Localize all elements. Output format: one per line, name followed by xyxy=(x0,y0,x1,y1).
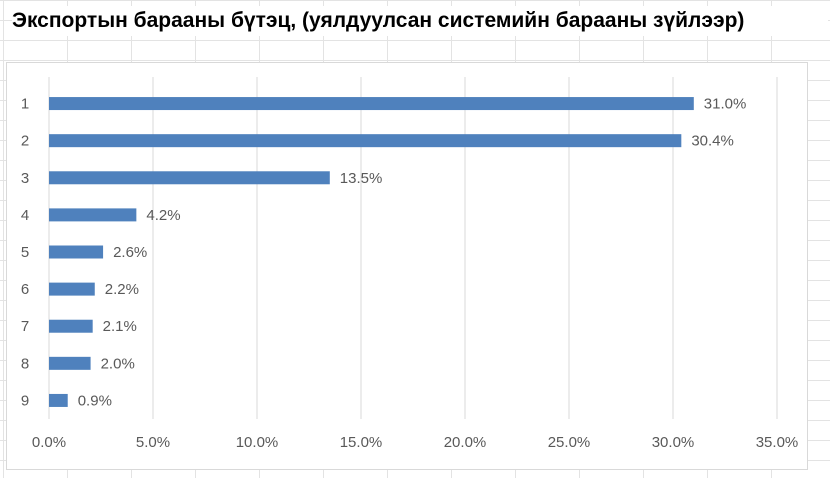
data-label: 31.0% xyxy=(704,96,747,113)
bar xyxy=(49,319,93,333)
x-tick-label: 30.0% xyxy=(652,434,695,451)
bar xyxy=(49,393,68,407)
x-tick-label: 10.0% xyxy=(236,434,279,451)
category-label: 7 xyxy=(21,318,29,335)
category-label: 5 xyxy=(21,244,29,261)
x-tick-label: 35.0% xyxy=(756,434,799,451)
chart-area[interactable]: 0.0% 5.0% 10.0% 15.0% 20.0% 25.0% 30.0% 35.0% 1 3… xyxy=(6,62,808,470)
x-tick-label: 5.0% xyxy=(136,434,170,451)
bars xyxy=(49,97,694,407)
bar xyxy=(49,245,104,259)
data-label: 2.6% xyxy=(113,244,147,261)
bar xyxy=(49,134,682,148)
data-label: 30.4% xyxy=(691,133,734,150)
x-tick-label: 15.0% xyxy=(340,434,383,451)
category-label: 1 xyxy=(21,96,29,113)
x-tick-label: 0.0% xyxy=(32,434,66,451)
chart-title: Экспортын барааны бүтэц, (уялдуулсан сис… xyxy=(12,6,828,36)
gridlines xyxy=(48,77,778,419)
x-tick-label: 25.0% xyxy=(548,434,591,451)
x-tick-label: 20.0% xyxy=(444,434,487,451)
labels: 0.0% 5.0% 10.0% 15.0% 20.0% 25.0% 30.0% 35.0%1 3… xyxy=(21,96,798,451)
category-label: 6 xyxy=(21,281,29,298)
data-label: 13.5% xyxy=(340,170,383,187)
data-label: 0.9% xyxy=(78,392,112,409)
category-label: 3 xyxy=(21,170,29,187)
bar-chart-svg: 0.0% 5.0% 10.0% 15.0% 20.0% 25.0% 30.0% 35.0%1 3… xyxy=(21,77,798,451)
bar xyxy=(49,282,95,296)
data-label: 4.2% xyxy=(146,207,180,224)
bar xyxy=(49,97,694,111)
category-label: 2 xyxy=(21,133,29,150)
data-label: 2.1% xyxy=(103,318,137,335)
category-label: 8 xyxy=(21,355,29,372)
category-label: 4 xyxy=(21,207,29,224)
data-label: 2.2% xyxy=(105,281,139,298)
bar xyxy=(49,208,137,222)
bar xyxy=(49,171,330,185)
data-label: 2.0% xyxy=(101,355,135,372)
category-label: 9 xyxy=(21,392,29,409)
bar xyxy=(49,356,91,370)
